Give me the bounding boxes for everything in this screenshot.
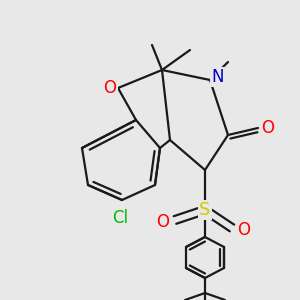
Text: O: O bbox=[157, 213, 169, 231]
Text: O: O bbox=[103, 79, 116, 97]
Text: N: N bbox=[212, 68, 224, 86]
Text: Cl: Cl bbox=[112, 209, 128, 227]
Text: S: S bbox=[199, 201, 211, 219]
Text: O: O bbox=[262, 119, 275, 137]
Text: O: O bbox=[238, 221, 250, 239]
